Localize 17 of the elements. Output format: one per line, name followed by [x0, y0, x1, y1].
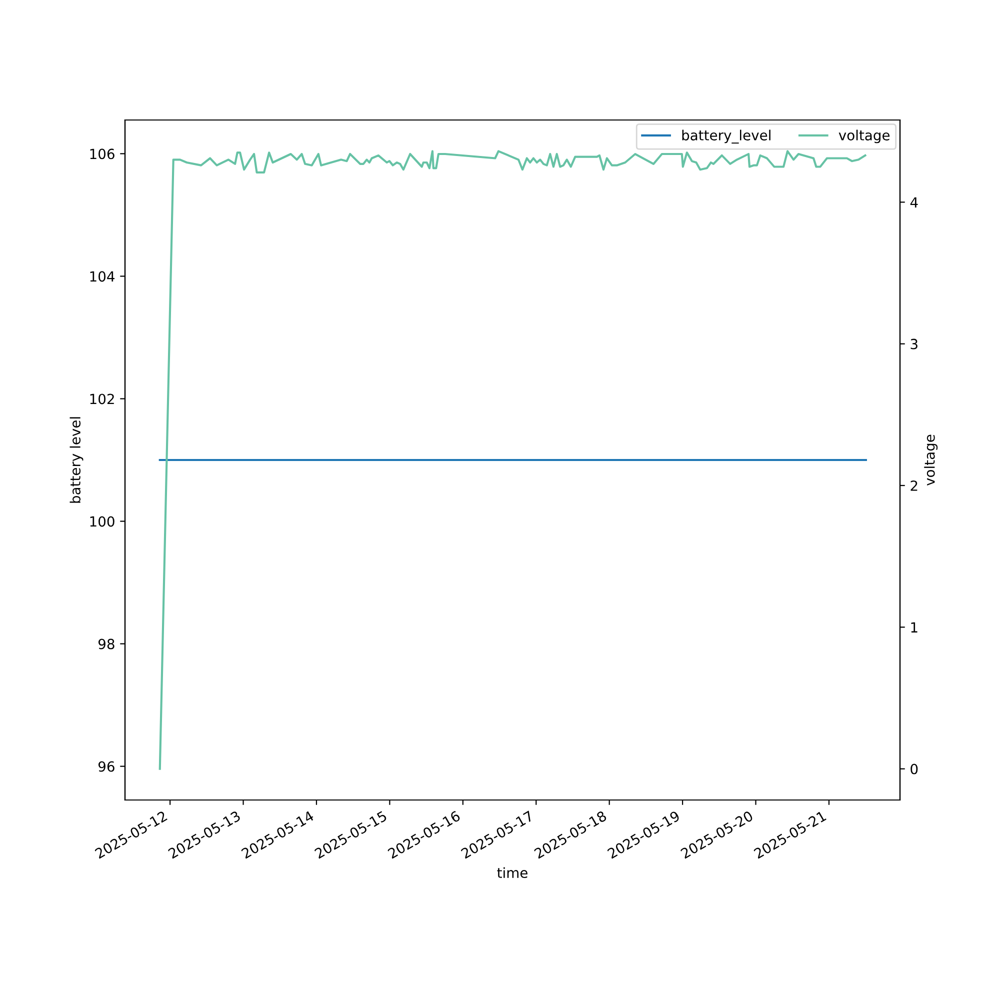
y-tick-label: 96	[98, 761, 114, 772]
line-series	[158, 150, 866, 770]
y-tick-label: 98	[98, 638, 114, 650]
y2-tick-label: 2	[910, 480, 918, 491]
y2-tick-label: 1	[911, 622, 918, 632]
y-tick-label: 100	[90, 516, 114, 527]
y2-tick-label: 0	[910, 764, 918, 774]
y-axis-title: battery level	[70, 417, 84, 503]
y-tick-label: 104	[90, 271, 114, 282]
y-tick-label: 106	[90, 148, 114, 160]
legend-label: voltage	[838, 130, 890, 144]
y2-tick-label: 3	[910, 338, 918, 350]
y2-tick-label: 4	[910, 197, 918, 208]
y2-axis-title: voltage	[924, 434, 938, 486]
legend-label: battery_level	[682, 130, 770, 144]
x-axis-title: time	[497, 867, 528, 878]
y-tick-label: 102	[90, 394, 114, 404]
